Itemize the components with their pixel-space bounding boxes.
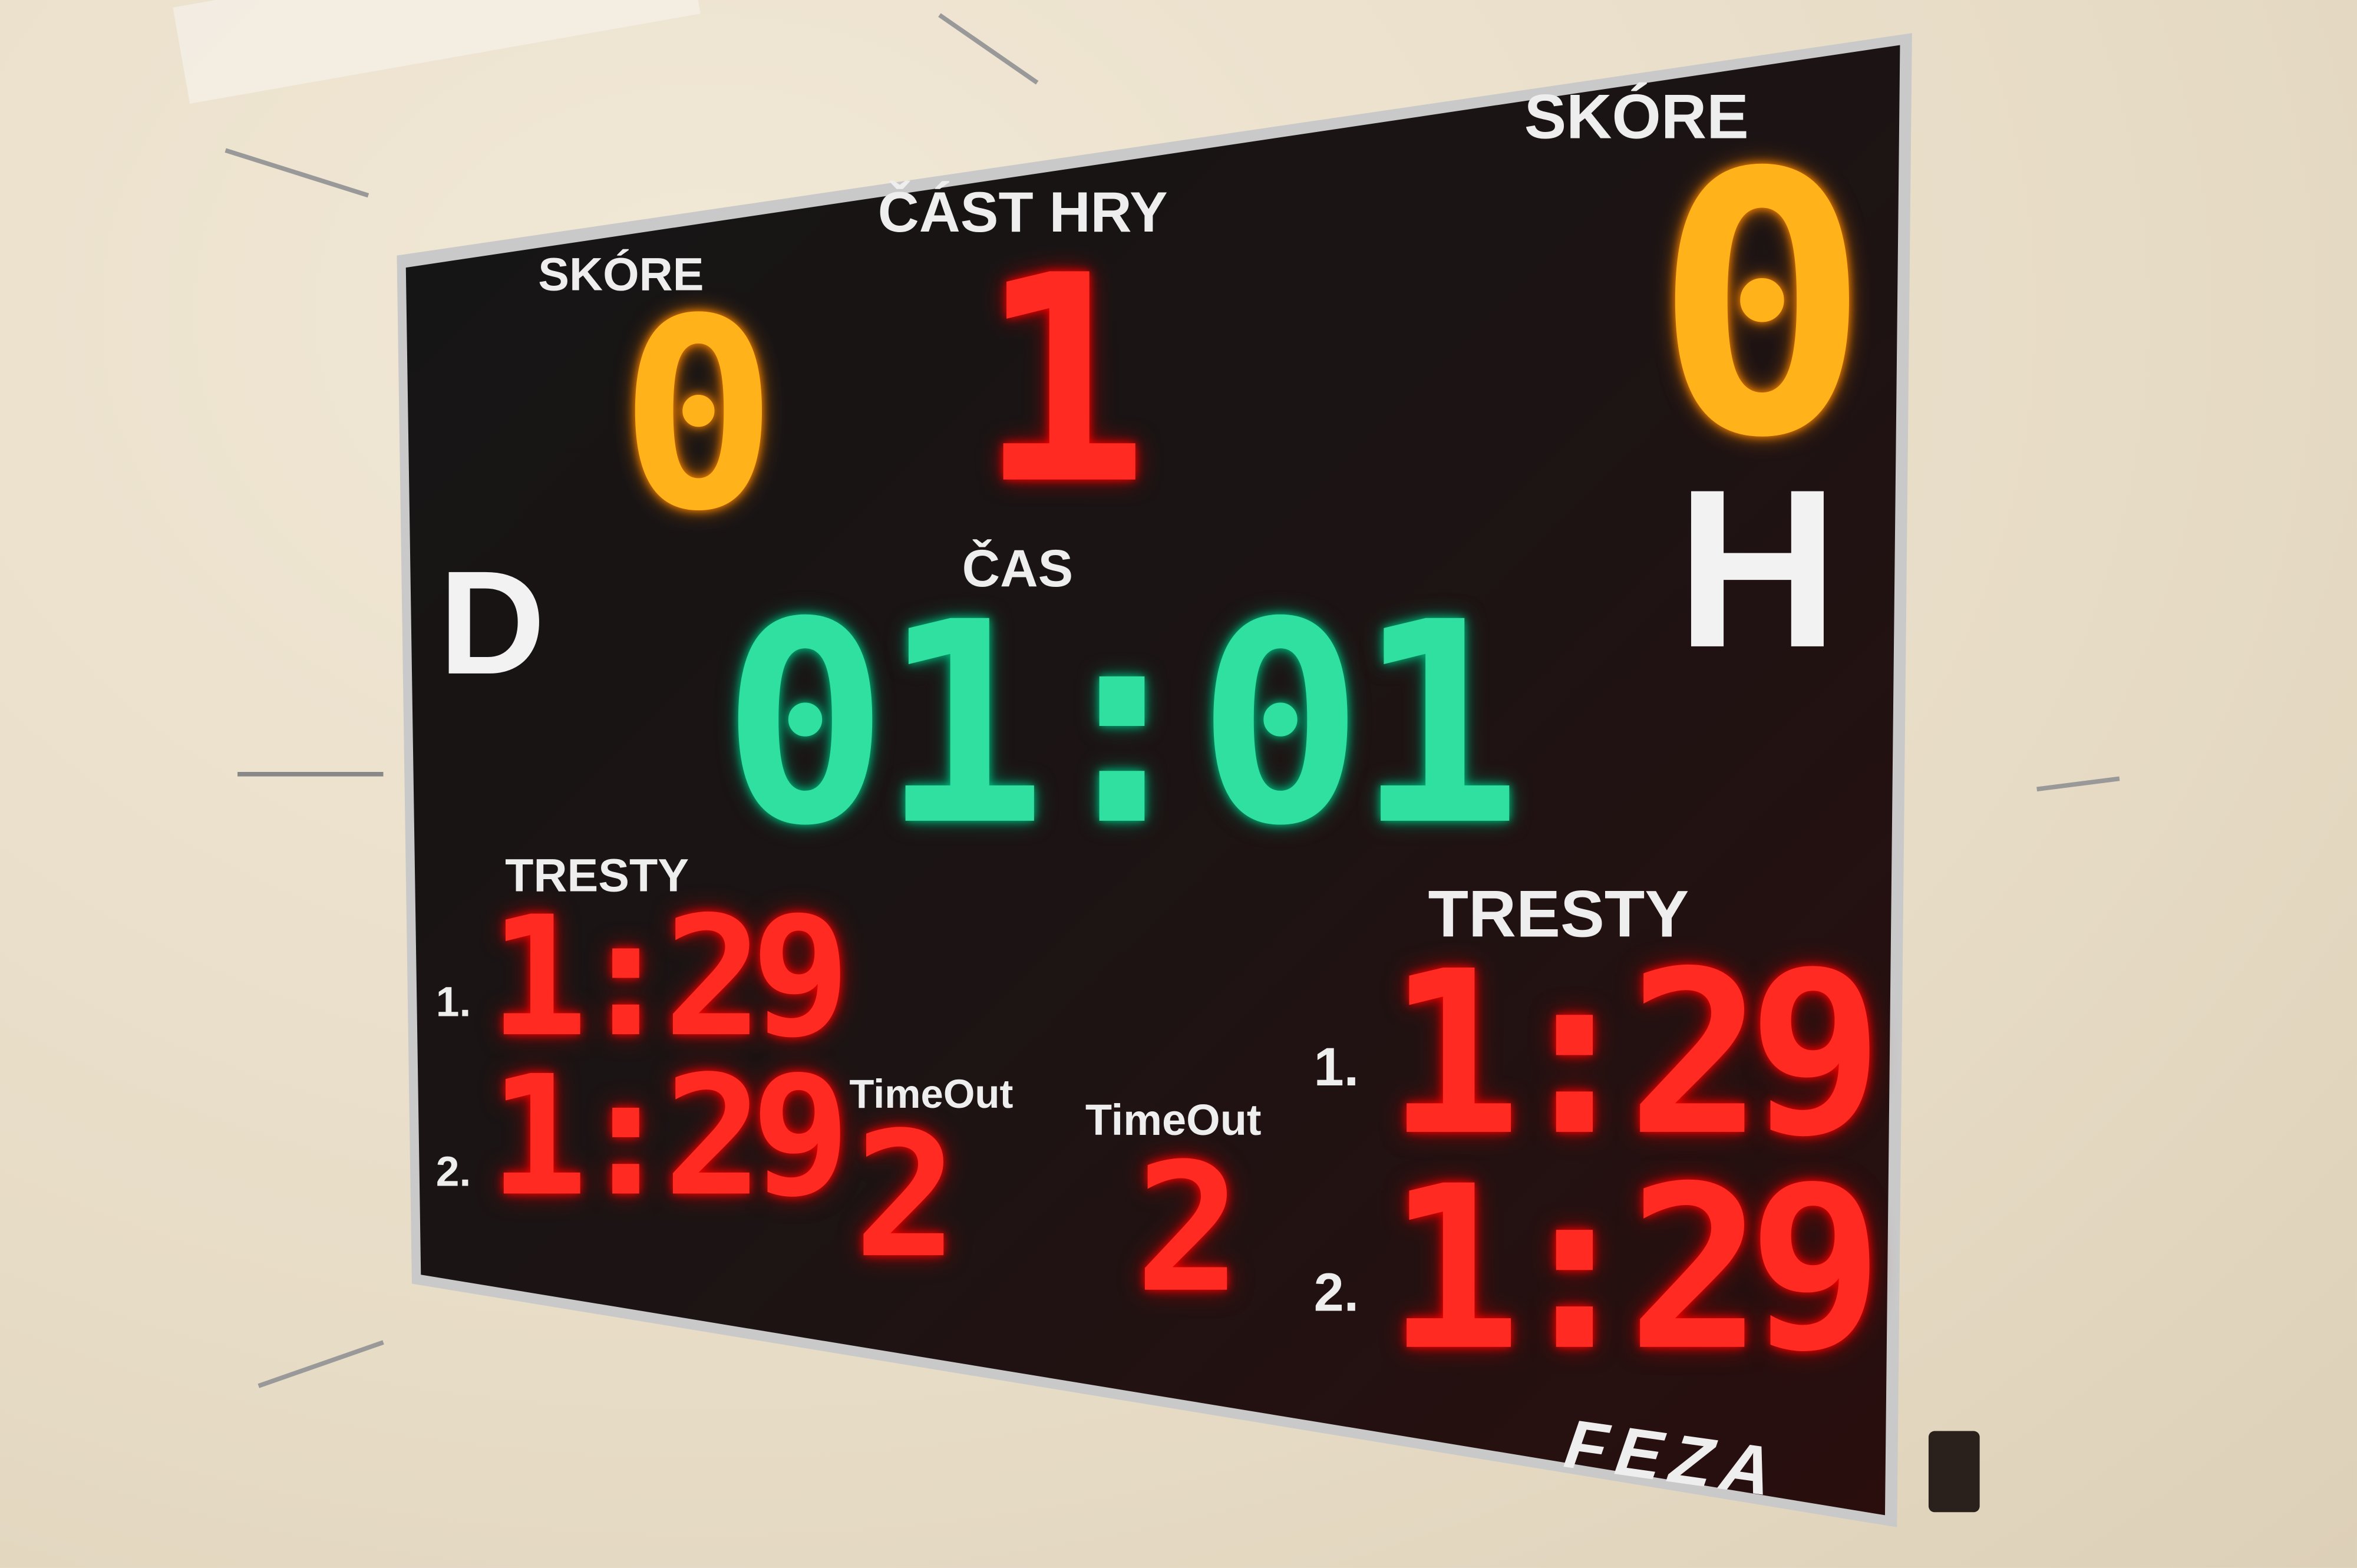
- home-penalty-2-index: 2.: [435, 1148, 471, 1196]
- clock-label: ČAS: [962, 539, 1074, 599]
- period-label: ČÁST HRY: [877, 181, 1168, 245]
- home-penalty-1-time: 1:29: [488, 880, 851, 1074]
- game-clock: 01:01: [721, 562, 1522, 887]
- away-side-letter: H: [1676, 441, 1839, 695]
- wall-hook: [225, 148, 369, 198]
- away-penalties-label: TRESTY: [1428, 877, 1689, 952]
- away-penalty-1-index: 1.: [1313, 1035, 1359, 1098]
- home-penalty-1-index: 1.: [435, 978, 471, 1025]
- home-timeout-label: TimeOut: [849, 1071, 1014, 1117]
- home-score-label: SKÓRE: [538, 247, 704, 301]
- wall-hook: [2036, 776, 2120, 792]
- wall-light-fixture: [173, 0, 701, 104]
- away-penalty-2-index: 2.: [1313, 1261, 1359, 1323]
- home-score: 0: [619, 264, 778, 570]
- wall-hook: [938, 13, 1039, 85]
- wall-hook: [258, 1340, 384, 1388]
- board-panel: [405, 45, 1900, 1516]
- away-timeouts: 2: [1135, 1124, 1242, 1332]
- away-timeout-label: TimeOut: [1085, 1097, 1262, 1146]
- home-penalties-label: TRESTY: [505, 849, 689, 902]
- away-penalty-1-time: 1:29: [1386, 924, 1884, 1186]
- control-box: [1928, 1431, 1980, 1513]
- away-penalty-2-time: 1:29: [1386, 1139, 1884, 1401]
- home-timeouts: 2: [853, 1095, 958, 1298]
- home-penalty-2-time: 1:29: [488, 1040, 851, 1233]
- period-value: 1: [977, 214, 1149, 547]
- away-score-label: SKÓRE: [1524, 81, 1749, 152]
- away-score: 0: [1653, 96, 1871, 517]
- home-side-letter: D: [438, 539, 546, 705]
